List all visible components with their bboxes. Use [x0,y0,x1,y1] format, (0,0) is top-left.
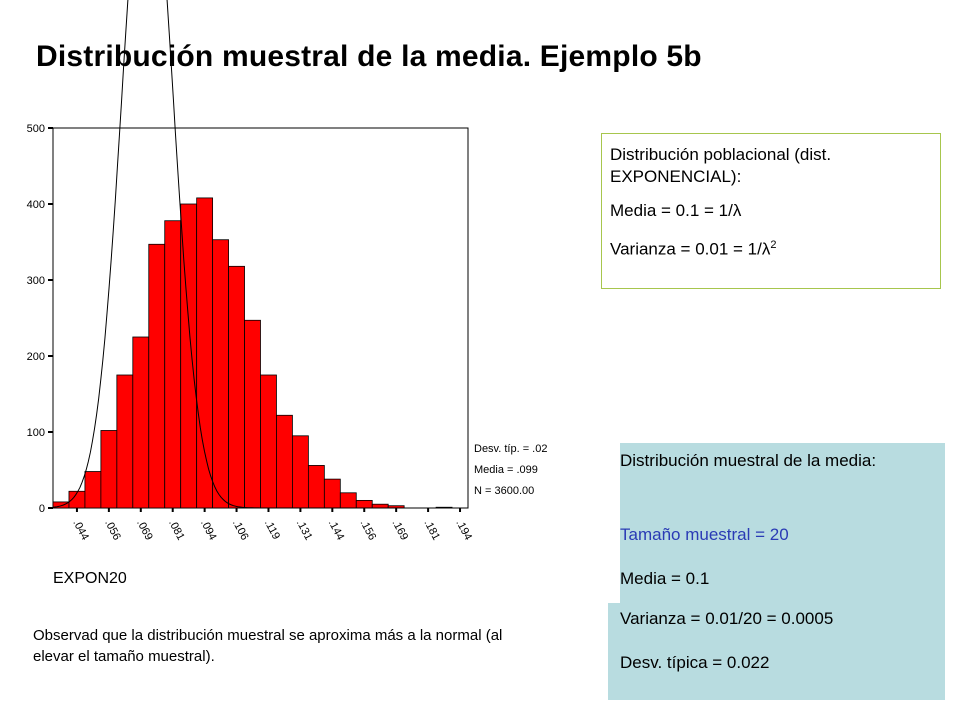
histogram-bar [116,374,134,509]
histogram-bar [371,503,389,509]
sampling-std: Desv. típica = 0.022 [620,653,770,672]
page-title: Distribución muestral de la media. Ejemp… [36,40,702,73]
y-tick-label: 500 [27,123,45,135]
histogram-bar [132,336,150,509]
x-tick-label: .081 [166,518,187,543]
x-tick-label: .169 [390,518,411,543]
sampling-variance: Varianza = 0.01/20 = 0.0005 [620,609,834,628]
population-mean: Media = 0.1 = 1/λ [610,201,742,220]
y-tick-label: 300 [27,275,45,287]
y-tick-label: 400 [27,199,45,211]
x-tick-label: .094 [198,518,219,543]
sampling-sample-size: Tamaño muestral = 20 [620,525,789,544]
legend-entry: N = 3600.00 [474,485,534,497]
histogram-bar [212,239,229,509]
x-tick-label: .069 [134,518,155,543]
histogram-bar [339,492,357,509]
lambda-symbol: λ [732,201,742,220]
observation-note: Observad que la distribución muestral se… [33,627,503,665]
sampling-box-background-bottom [608,603,945,700]
y-tick-label: 200 [27,351,45,363]
histogram-bar [276,414,293,509]
x-tick-label: .194 [453,518,474,543]
histogram-bar [307,465,325,509]
sampling-box-background-top [620,443,945,603]
x-tick-label: .131 [294,518,315,543]
legend-entry: Media = .099 [474,464,538,476]
histogram-bar [244,319,261,509]
sampling-heading: Distribución muestral de la media: [620,451,877,470]
normal-curve [52,0,468,509]
legend-entry: Desv. típ. = .02 [474,443,547,455]
y-tick-label: 0 [39,503,45,515]
y-tick-label: 100 [27,427,45,439]
population-distribution-box: Distribución poblacional (dist. EXPONENC… [601,133,941,289]
histogram-bar [292,435,309,509]
variable-label: EXPON20 [53,570,127,587]
histogram-bar [148,243,166,509]
x-tick-label: .144 [326,518,347,543]
x-tick-label: .181 [421,518,442,543]
sampling-mean: Media = 0.1 [620,569,710,588]
x-tick-label: .056 [102,518,123,543]
population-heading: Distribución poblacional (dist. EXPONENC… [610,145,832,186]
histogram-bar [196,197,214,509]
x-tick-label: .106 [230,518,251,543]
histogram-bar [228,265,245,509]
population-variance: Varianza = 0.01 = 1/λ2 [610,239,777,259]
variance-exponent: 2 [770,239,777,251]
lambda-symbol: λ [761,239,771,259]
histogram-bar [355,499,373,509]
x-tick-label: .156 [358,518,379,543]
histogram-bar [323,478,341,509]
x-tick-label: .119 [262,518,282,542]
histogram-bar [84,471,102,509]
histogram-bar [260,374,277,509]
x-tick-label: .044 [70,518,91,543]
histogram-bar [100,430,118,509]
histogram-bar [164,220,182,509]
